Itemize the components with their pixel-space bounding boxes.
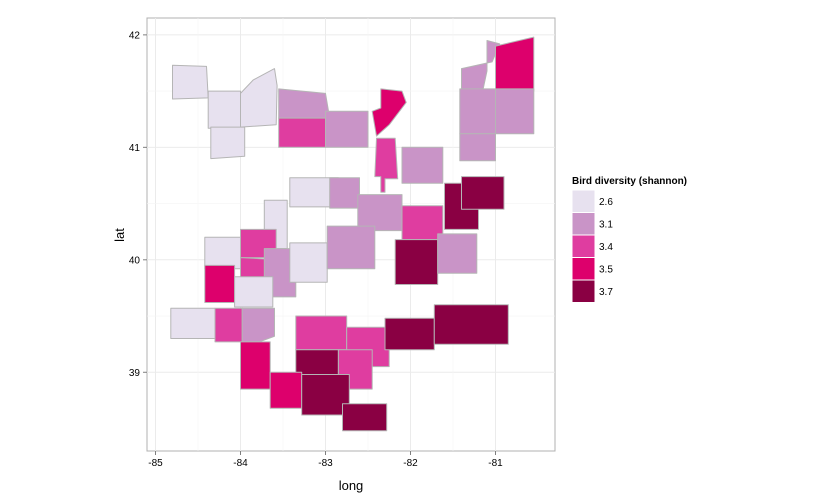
legend-swatch <box>571 212 596 236</box>
county-region <box>495 88 535 135</box>
county-region <box>459 88 496 135</box>
county-region <box>371 88 407 137</box>
county-region <box>459 133 496 162</box>
x-tick-label: -82 <box>403 458 418 469</box>
county-region <box>433 304 509 345</box>
county-region <box>210 126 246 160</box>
county-region <box>329 177 360 209</box>
county-region <box>241 307 275 343</box>
county-region <box>357 194 403 232</box>
y-axis-title: lat <box>112 228 127 242</box>
legend-label: 2.6 <box>599 197 613 208</box>
county-region <box>170 307 216 339</box>
county-region <box>401 146 444 184</box>
county-region <box>204 264 236 303</box>
x-tick-label: -83 <box>318 458 333 469</box>
y-tick-label: 42 <box>129 30 141 41</box>
legend-swatch <box>571 189 596 213</box>
x-axis-title: long <box>339 478 364 493</box>
county-region <box>278 88 331 119</box>
legend-swatch <box>571 234 596 258</box>
county-region <box>461 40 501 92</box>
county-region <box>289 242 328 283</box>
county-region <box>437 233 478 274</box>
county-region <box>342 403 388 432</box>
county-region <box>172 64 209 100</box>
county-region <box>495 36 535 92</box>
county-region <box>207 90 241 129</box>
county-region <box>295 349 339 377</box>
county-region <box>325 110 369 148</box>
county-region <box>394 239 439 285</box>
legend-swatch <box>571 257 596 281</box>
county-region <box>401 205 444 241</box>
legend-label: 3.5 <box>599 264 613 275</box>
y-tick-label: 41 <box>129 143 141 154</box>
county-region <box>461 176 505 210</box>
county-region <box>374 137 399 193</box>
y-axis: 39 40 41 42 <box>129 30 147 379</box>
legend-swatch <box>571 279 596 303</box>
x-tick-label: -81 <box>488 458 503 469</box>
x-tick-label: -84 <box>233 458 248 469</box>
legend-title: Bird diversity (shannon) <box>572 176 687 187</box>
county-region <box>234 276 274 308</box>
county-region <box>326 225 376 270</box>
county-region <box>384 317 435 351</box>
county-region <box>204 236 241 270</box>
legend: Bird diversity (shannon) 2.6 3.1 3.4 3.5 3.7 <box>571 176 687 303</box>
county-regions <box>170 36 535 432</box>
county-region <box>214 307 243 343</box>
county-region <box>269 371 303 409</box>
legend-label: 3.1 <box>599 219 613 230</box>
y-tick-label: 39 <box>129 368 141 379</box>
legend-label: 3.7 <box>599 287 613 298</box>
x-axis: -85 -84 -83 -82 -81 <box>148 451 503 469</box>
county-region <box>278 117 326 148</box>
y-tick-label: 40 <box>129 255 141 266</box>
legend-label: 3.4 <box>599 242 613 253</box>
county-region <box>240 341 271 390</box>
x-tick-label: -85 <box>148 458 163 469</box>
county-region <box>295 315 348 351</box>
